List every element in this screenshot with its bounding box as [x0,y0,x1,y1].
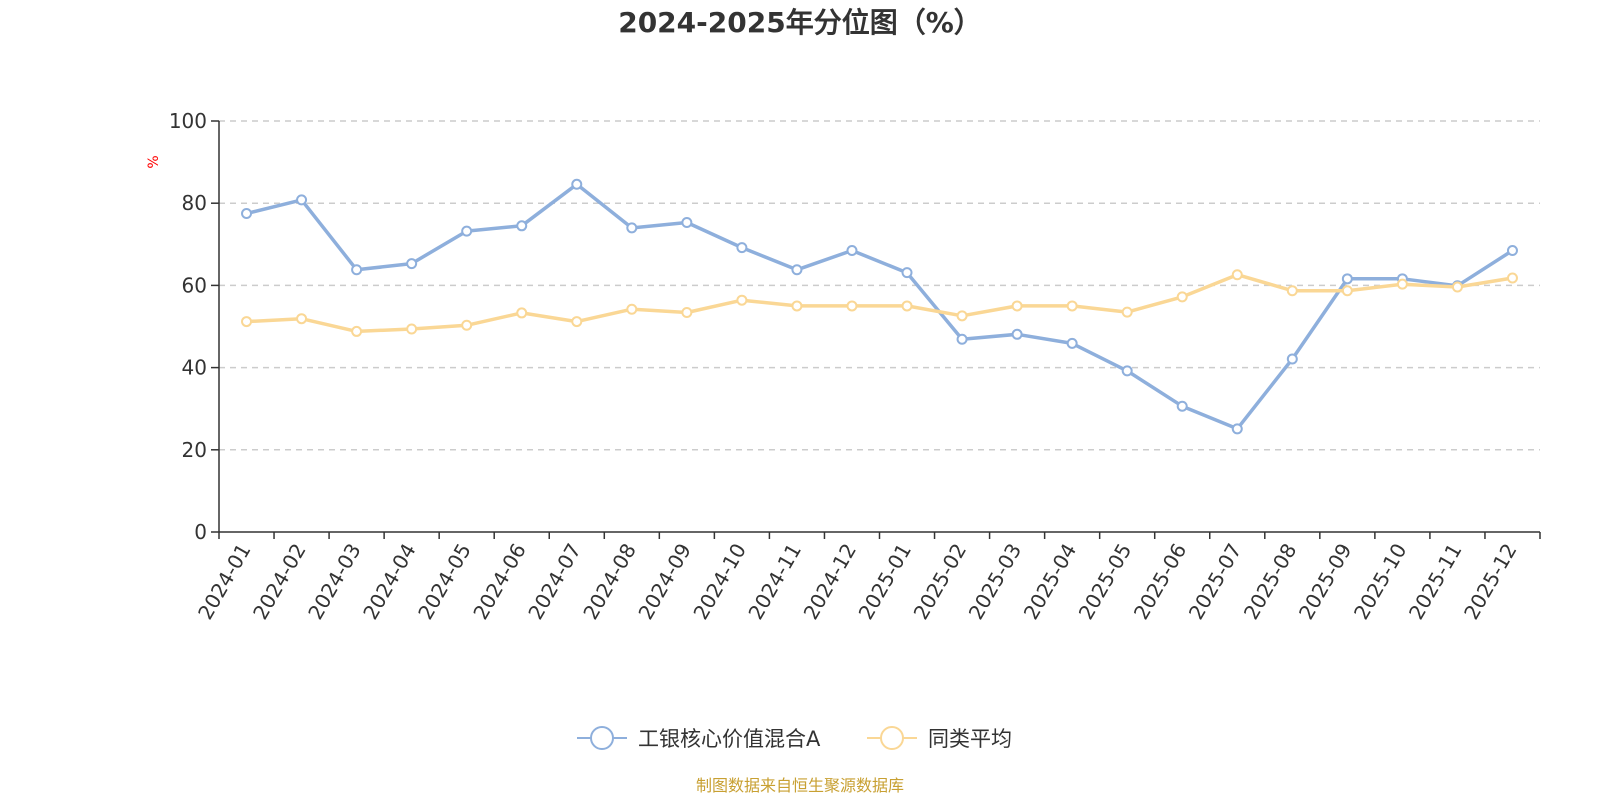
x-tick-label: 2025-07 [1184,539,1247,623]
data-point[interactable] [241,316,253,328]
x-tick-label: 2024-03 [303,539,366,623]
y-tick-label: 100 [169,109,207,133]
data-point[interactable] [1341,285,1353,297]
data-point[interactable] [571,316,583,328]
x-tick-label: 2025-04 [1019,539,1082,623]
data-point[interactable] [351,325,363,337]
data-point[interactable] [901,267,913,279]
y-tick-label: 20 [182,438,207,462]
x-tick-label: 2025-06 [1129,539,1192,623]
data-point[interactable] [296,194,308,206]
legend[interactable]: 工银核心价值混合A 同类平均 [577,726,1012,751]
data-point[interactable] [1176,400,1188,412]
data-point[interactable] [1066,337,1078,349]
series-line [244,182,1515,431]
data-point[interactable] [846,300,858,312]
x-tick-label: 2025-08 [1239,539,1302,623]
data-point[interactable] [681,307,693,319]
data-point[interactable] [1011,300,1023,312]
data-point[interactable] [1231,269,1243,281]
data-point[interactable] [406,323,418,335]
x-tick-label: 2025-11 [1404,539,1467,623]
legend-marker-icon [880,726,904,750]
legend-label: 工银核心价值混合A [638,727,821,751]
x-tick-label: 2024-12 [798,539,861,623]
x-tick-label: 2024-01 [193,539,256,623]
data-point[interactable] [461,319,473,331]
data-point[interactable] [1286,285,1298,297]
series-group [241,178,1518,435]
data-point[interactable] [626,303,638,315]
data-point[interactable] [1066,300,1078,312]
legend-item[interactable]: 工银核心价值混合A [577,726,821,751]
data-point[interactable] [1451,281,1463,293]
x-tick-label: 2024-11 [743,539,806,623]
x-tick-label: 2024-08 [578,539,641,623]
y-tick-label: 60 [182,273,207,297]
data-point[interactable] [351,264,363,276]
x-tick-label: 2025-01 [854,539,917,623]
x-tick-label: 2024-06 [468,539,531,623]
data-point[interactable] [791,300,803,312]
data-point[interactable] [736,294,748,306]
x-tick-label: 2024-07 [523,539,586,623]
legend-label: 同类平均 [928,727,1012,751]
data-point[interactable] [296,313,308,325]
y-tick-label: 0 [194,520,207,544]
x-tick-label: 2025-03 [964,539,1027,623]
x-tick-label: 2025-02 [909,539,972,623]
data-point[interactable] [516,307,528,319]
data-point[interactable] [681,217,693,229]
x-tick-label: 2025-10 [1349,539,1412,623]
data-point[interactable] [1231,423,1243,435]
x-tick-label: 2025-12 [1459,539,1522,623]
data-point[interactable] [406,258,418,270]
data-point[interactable] [571,178,583,190]
data-point[interactable] [1506,244,1518,256]
x-tick-label: 2024-04 [358,539,421,623]
data-point[interactable] [1176,291,1188,303]
x-tick-label: 2024-02 [248,539,311,623]
data-point[interactable] [1121,306,1133,318]
data-point[interactable] [791,264,803,276]
x-tick-label: 2024-05 [413,539,476,623]
series-line [244,272,1515,334]
data-point[interactable] [901,300,913,312]
data-point[interactable] [1011,328,1023,340]
data-point[interactable] [1506,272,1518,284]
series-1 [241,269,1518,337]
data-point[interactable] [516,220,528,232]
y-tick-label: 80 [182,191,207,215]
x-tick-label: 2025-05 [1074,539,1137,623]
x-tick-label: 2025-09 [1294,539,1357,623]
chart-title: 2024-2025年分位图（%） [618,6,982,39]
data-point[interactable] [1286,353,1298,365]
data-source-footer: 制图数据来自恒生聚源数据库 [696,776,904,795]
data-point[interactable] [1396,278,1408,290]
data-point[interactable] [956,310,968,322]
x-tick-label: 2024-10 [688,539,751,623]
data-point[interactable] [736,242,748,254]
grid-lines [219,120,1540,451]
y-tick-label: 40 [182,356,207,380]
data-point[interactable] [1341,273,1353,285]
data-point[interactable] [241,207,253,219]
data-point[interactable] [461,225,473,237]
x-tick-label: 2024-09 [633,539,696,623]
data-point[interactable] [956,333,968,345]
y-axis-unit-label: % [146,155,162,168]
data-point[interactable] [1121,365,1133,377]
data-point[interactable] [846,244,858,256]
legend-marker-icon [590,726,614,750]
data-point[interactable] [626,222,638,234]
legend-item[interactable]: 同类平均 [867,726,1012,751]
axes: 0 20 40 60 80 100 2024-012024-022024-032024-04… [169,109,1541,624]
